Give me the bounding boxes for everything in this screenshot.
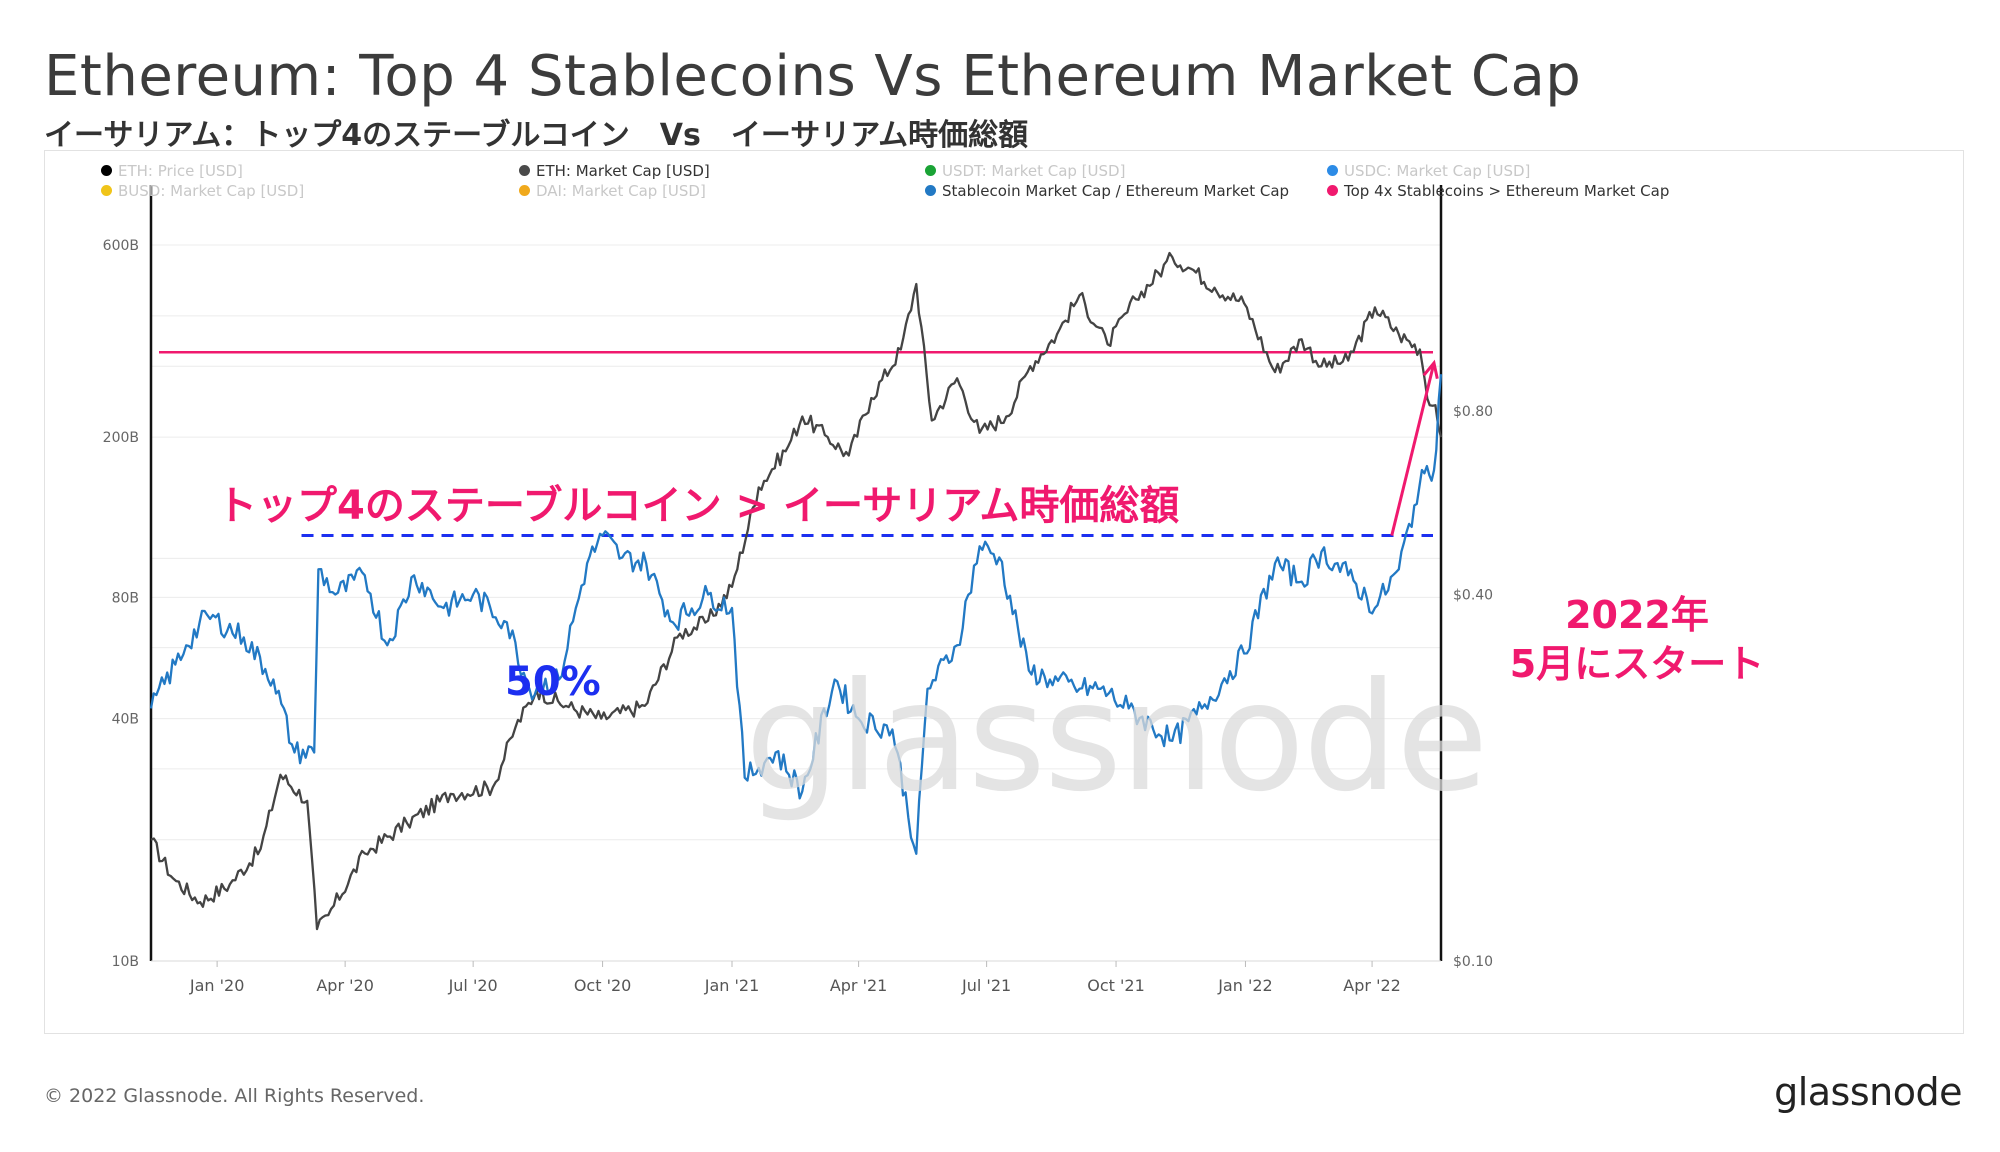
legend-dot-icon [1327, 165, 1338, 176]
glassnode-logo: glassnode [1774, 1070, 1962, 1114]
legend-label: Stablecoin Market Cap / Ethereum Market … [942, 182, 1290, 200]
legend-dot-icon [1327, 185, 1338, 196]
legend-label: DAI: Market Cap [USD] [536, 182, 706, 200]
left-tick-label: 80B [112, 590, 139, 606]
legend-item[interactable]: USDC: Market Cap [USD] [1327, 162, 1530, 180]
legend-dot-icon [519, 185, 530, 196]
left-tick-label: 200B [103, 430, 139, 446]
x-tick-label: Jul '20 [448, 976, 498, 995]
annotation-arrow-line [1390, 362, 1436, 536]
legend-label: ETH: Market Cap [USD] [536, 162, 710, 180]
x-tick-label: Jan '20 [189, 976, 245, 995]
legend-label: USDC: Market Cap [USD] [1344, 162, 1531, 180]
start-annotation: 2022年 5月にスタート [1507, 591, 1767, 690]
x-tick-label: Jan '22 [1217, 976, 1273, 995]
legend-item[interactable]: USDT: Market Cap [USD] [925, 162, 1125, 180]
page-title: Ethereum: Top 4 Stablecoins Vs Ethereum … [44, 44, 1582, 109]
eth-market-cap-line [150, 251, 1443, 931]
legend-item[interactable]: DAI: Market Cap [USD] [519, 182, 706, 200]
legend-label: Top 4x Stablecoins > Ethereum Market Cap [1344, 182, 1670, 200]
legend-item[interactable]: Top 4x Stablecoins > Ethereum Market Cap [1327, 182, 1669, 200]
legend-item[interactable]: ETH: Price [USD] [101, 162, 243, 180]
right-tick-label: $0.40 [1453, 587, 1493, 603]
copyright: © 2022 Glassnode. All Rights Reserved. [44, 1085, 425, 1107]
chart-panel: 10B 40B 80B 200B 600B $0.10 $0.40 $0.80 Jan '20 A… [44, 150, 1964, 1034]
legend-dot-icon [925, 165, 936, 176]
annotation-arrow-head [1422, 359, 1439, 379]
start-annotation-line1: 2022年 [1565, 593, 1709, 637]
stablecoin-ratio-line [149, 374, 1443, 855]
chart-svg: 10B 40B 80B 200B 600B $0.10 $0.40 $0.80 Jan '20 A… [103, 185, 1493, 995]
x-tick-label: Oct '21 [1087, 976, 1145, 995]
legend-dot-icon [925, 185, 936, 196]
x-tick-label: Apr '22 [1343, 976, 1401, 995]
x-tick-label: Jan '21 [704, 976, 760, 995]
x-tick-label: Oct '20 [574, 976, 632, 995]
legend-item[interactable]: BUSD: Market Cap [USD] [101, 182, 304, 200]
watermark: glassnode [745, 651, 1488, 825]
left-tick-label: 600B [103, 238, 139, 254]
x-tick-label: Apr '20 [316, 976, 374, 995]
left-tick-label: 10B [112, 954, 139, 970]
left-tick-label: 40B [112, 712, 139, 728]
legend-item[interactable]: Stablecoin Market Cap / Ethereum Market … [925, 182, 1289, 200]
legend-item[interactable]: ETH: Market Cap [USD] [519, 162, 710, 180]
legend-label: ETH: Price [USD] [118, 162, 243, 180]
right-tick-label: $0.80 [1453, 404, 1493, 420]
legend-dot-icon [101, 165, 112, 176]
x-tick-label: Apr '21 [830, 976, 888, 995]
legend-label: USDT: Market Cap [USD] [942, 162, 1126, 180]
legend-dot-icon [101, 185, 112, 196]
right-tick-label: $0.10 [1453, 954, 1493, 970]
legend-dot-icon [519, 165, 530, 176]
legend-label: BUSD: Market Cap [USD] [118, 182, 305, 200]
x-tick-label: Jul '21 [961, 976, 1011, 995]
threshold-annotation: トップ4のステーブルコイン > イーサリアム時価総額 [217, 483, 1180, 529]
fifty-percent-annotation: 50% [505, 659, 601, 705]
page-subtitle: イーサリアム：トップ4のステーブルコイン Vs イーサリアム時価総額 [44, 118, 1029, 153]
start-annotation-line2: 5月にスタート [1509, 642, 1765, 687]
